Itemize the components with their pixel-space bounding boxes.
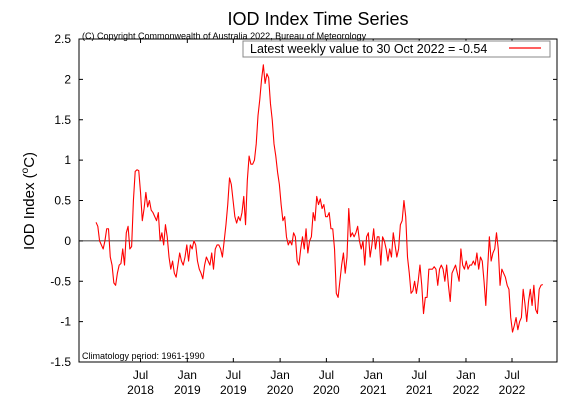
x-tick-label-year: 2021 <box>406 383 433 397</box>
x-tick-label-month: Jul <box>319 368 334 382</box>
x-tick-label-year: 2020 <box>267 383 294 397</box>
y-axis: -1.5 -1 -0.5 0 0.5 1 1.5 2 2.5 <box>50 32 557 369</box>
x-tick-label-year: 2021 <box>360 383 387 397</box>
y-tick-label: 1.5 <box>54 113 71 127</box>
y-axis-label-degree: o <box>20 167 31 173</box>
x-tick-label-year: 2019 <box>220 383 247 397</box>
y-tick-label: -1 <box>60 315 71 329</box>
x-tick-label-month: Jan <box>363 368 382 382</box>
y-tick-label: 2 <box>64 72 71 86</box>
y-axis-label: IOD Index (oC) <box>20 152 38 250</box>
climatology-note: Climatology period: 1961-1990 <box>82 351 205 361</box>
x-tick-label-month: Jul <box>412 368 427 382</box>
legend: Latest weekly value to 30 Oct 2022 = -0.… <box>242 40 551 58</box>
y-tick-label: 1 <box>64 153 71 167</box>
x-tick-label-year: 2018 <box>127 383 154 397</box>
iod-series-line <box>95 64 543 333</box>
y-axis-label-unit: C) <box>21 152 38 168</box>
chart-title: IOD Index Time Series <box>227 9 408 29</box>
x-axis: Jul2018Jan2019Jul2019Jan2020Jul2020Jan20… <box>127 39 526 397</box>
x-tick-label-month: Jul <box>504 368 519 382</box>
y-tick-label: 2.5 <box>54 32 71 46</box>
x-tick-label-year: 2022 <box>453 383 480 397</box>
y-tick-label: 0 <box>64 234 71 248</box>
x-tick-label-month: Jan <box>178 368 197 382</box>
y-tick-label: -1.5 <box>50 355 71 369</box>
x-tick-label-year: 2020 <box>313 383 340 397</box>
x-tick-label-year: 2022 <box>499 383 526 397</box>
y-tick-label: -0.5 <box>50 274 71 288</box>
x-tick-label-month: Jan <box>456 368 475 382</box>
y-tick-label: 0.5 <box>54 194 71 208</box>
x-tick-label-month: Jul <box>226 368 241 382</box>
legend-box <box>242 40 551 58</box>
x-tick-label-year: 2019 <box>174 383 201 397</box>
x-tick-label-month: Jan <box>270 368 289 382</box>
y-axis-label-main: IOD Index ( <box>21 173 38 250</box>
legend-label: Latest weekly value to 30 Oct 2022 = -0.… <box>250 42 487 56</box>
copyright-notice: (C) Copyright Commonwealth of Australia … <box>82 31 367 41</box>
x-tick-label-month: Jul <box>133 368 148 382</box>
